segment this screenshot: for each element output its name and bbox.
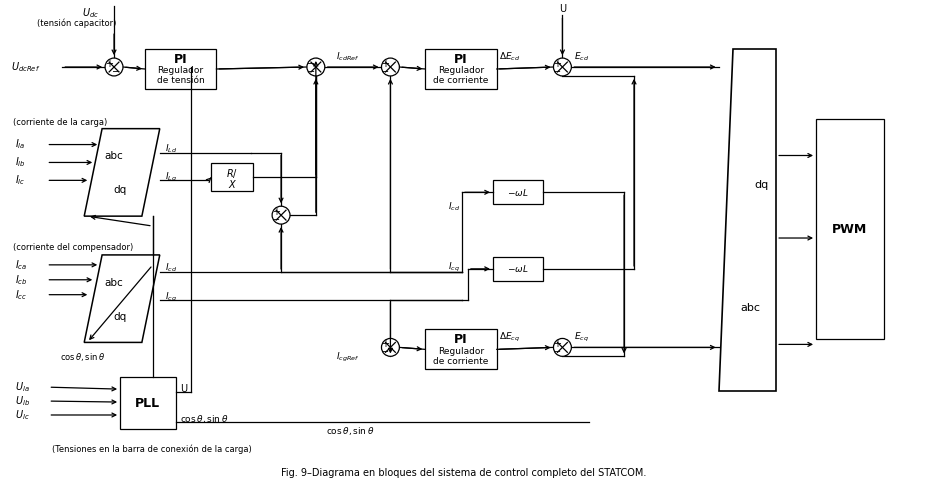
- Bar: [145, 49, 216, 89]
- Text: $I_{Lq}$: $I_{Lq}$: [165, 171, 176, 184]
- Bar: [211, 163, 253, 191]
- Text: −: −: [552, 348, 561, 357]
- Text: $U_{dcRef}$: $U_{dcRef}$: [10, 60, 40, 74]
- Polygon shape: [84, 255, 159, 342]
- Text: $\cos\theta, \sin\theta$: $\cos\theta, \sin\theta$: [326, 425, 375, 437]
- Text: +: +: [381, 339, 389, 349]
- Text: $\cos\theta, \sin\theta$: $\cos\theta, \sin\theta$: [60, 351, 106, 363]
- Text: +: +: [552, 59, 561, 69]
- Circle shape: [307, 58, 324, 76]
- Text: $U_{lb}$: $U_{lb}$: [15, 394, 30, 408]
- Text: $\Delta E_{cd}$: $\Delta E_{cd}$: [498, 51, 520, 63]
- Circle shape: [381, 338, 399, 356]
- Text: −: −: [272, 215, 280, 225]
- Bar: [492, 180, 542, 204]
- Text: $U_{la}$: $U_{la}$: [15, 380, 30, 394]
- Text: (corriente del compensador): (corriente del compensador): [13, 243, 133, 253]
- Text: abc: abc: [740, 303, 759, 313]
- Text: abc: abc: [105, 278, 123, 288]
- Text: $R/$: $R/$: [226, 167, 238, 180]
- Text: −: −: [381, 67, 389, 77]
- Text: $-\omega L$: $-\omega L$: [506, 187, 527, 198]
- Text: (Tensiones en la barra de conexión de la carga): (Tensiones en la barra de conexión de la…: [52, 444, 252, 454]
- Circle shape: [552, 58, 571, 76]
- Text: Fig. 9–Diagrama en bloques del sistema de control completo del STATCOM.: Fig. 9–Diagrama en bloques del sistema d…: [281, 468, 646, 478]
- Text: $-\omega L$: $-\omega L$: [506, 263, 527, 274]
- Bar: [815, 119, 883, 339]
- Text: +: +: [105, 59, 113, 69]
- Circle shape: [272, 206, 290, 224]
- Bar: [120, 377, 175, 429]
- Text: $I_{cd}$: $I_{cd}$: [448, 201, 460, 214]
- Polygon shape: [717, 49, 775, 391]
- Text: $I_{lc}$: $I_{lc}$: [15, 174, 25, 187]
- Text: PWM: PWM: [832, 223, 867, 236]
- Text: dq: dq: [113, 311, 126, 321]
- Circle shape: [381, 58, 399, 76]
- Polygon shape: [84, 129, 159, 216]
- Text: −: −: [112, 67, 120, 77]
- Text: $I_{lb}$: $I_{lb}$: [15, 156, 25, 169]
- Bar: [425, 330, 496, 369]
- Text: PI: PI: [453, 53, 467, 66]
- Text: $U_{dc}$: $U_{dc}$: [83, 6, 99, 20]
- Text: $I_{Ld}$: $I_{Ld}$: [165, 142, 177, 155]
- Text: (tensión capacitor): (tensión capacitor): [37, 18, 117, 28]
- Text: de tensión: de tensión: [157, 77, 204, 85]
- Text: −: −: [381, 348, 389, 357]
- Text: $I_{cgRef}$: $I_{cgRef}$: [336, 351, 359, 364]
- Text: $I_{cdRef}$: $I_{cdRef}$: [336, 51, 359, 63]
- Text: dq: dq: [113, 185, 126, 195]
- Text: +: +: [381, 59, 389, 69]
- Text: −: −: [552, 67, 561, 77]
- Text: $X$: $X$: [227, 178, 236, 190]
- Text: $I_{cb}$: $I_{cb}$: [15, 273, 27, 287]
- Text: $E_{cq}$: $E_{cq}$: [574, 331, 589, 344]
- Text: $I_{cq}$: $I_{cq}$: [165, 291, 176, 304]
- Text: $\Delta E_{cq}$: $\Delta E_{cq}$: [498, 331, 519, 344]
- Text: PI: PI: [453, 333, 467, 346]
- Text: +: +: [272, 207, 280, 217]
- Text: $\cos\theta, \sin\theta$: $\cos\theta, \sin\theta$: [180, 413, 228, 425]
- Text: dq: dq: [754, 180, 768, 190]
- Text: PLL: PLL: [135, 397, 160, 410]
- Text: $I_{ca}$: $I_{ca}$: [15, 258, 27, 272]
- Circle shape: [552, 338, 571, 356]
- Text: +: +: [552, 339, 561, 349]
- Text: U: U: [180, 384, 186, 394]
- Text: PI: PI: [173, 53, 187, 66]
- Text: abc: abc: [105, 151, 123, 161]
- Text: $I_{la}$: $I_{la}$: [15, 138, 25, 151]
- Text: −: −: [307, 59, 314, 69]
- Text: (corriente de la carga): (corriente de la carga): [13, 118, 107, 127]
- Text: $I_{cd}$: $I_{cd}$: [165, 262, 177, 274]
- Text: Regulador: Regulador: [438, 67, 484, 76]
- Text: Regulador: Regulador: [438, 347, 484, 356]
- Text: Regulador: Regulador: [158, 67, 204, 76]
- Text: $I_{cq}$: $I_{cq}$: [448, 261, 460, 274]
- Bar: [425, 49, 496, 89]
- Text: $E_{cd}$: $E_{cd}$: [574, 51, 589, 63]
- Text: de corriente: de corriente: [433, 357, 489, 366]
- Text: $U_{lc}$: $U_{lc}$: [15, 408, 30, 422]
- Circle shape: [105, 58, 123, 76]
- Bar: [492, 257, 542, 281]
- Text: U: U: [558, 4, 565, 14]
- Text: $I_{cc}$: $I_{cc}$: [15, 288, 27, 302]
- Text: de corriente: de corriente: [433, 77, 489, 85]
- Text: −: −: [307, 67, 314, 77]
